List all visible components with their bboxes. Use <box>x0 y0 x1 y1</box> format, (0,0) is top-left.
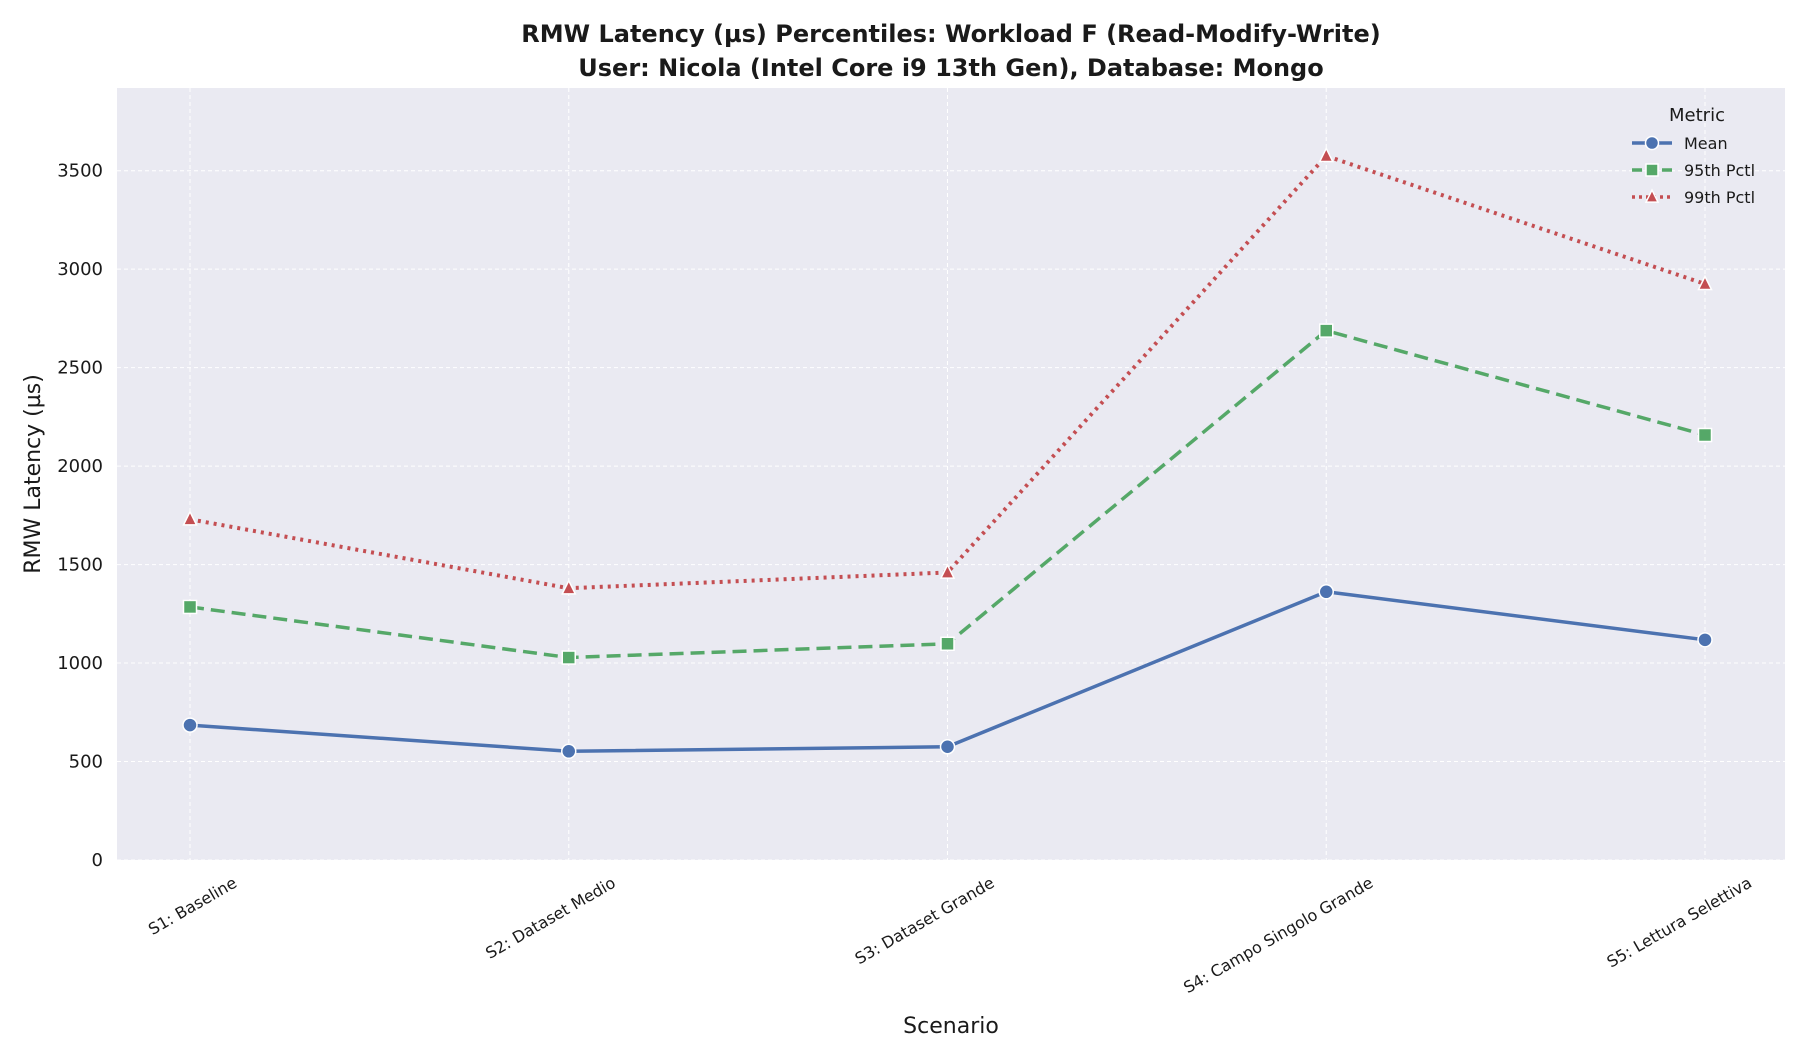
y-tick-label: 2000 <box>57 456 103 477</box>
x-tick-label: S2: Dataset Medio <box>482 873 618 963</box>
y-tick-label: 0 <box>92 850 103 871</box>
x-axis-label: Scenario <box>903 1014 999 1039</box>
y-tick-label: 500 <box>69 752 103 773</box>
legend-label-95th-pctl: 95th Pctl <box>1684 161 1755 180</box>
data-point-95th-pctl <box>1697 427 1713 443</box>
y-tick-label: 3000 <box>57 259 103 280</box>
legend-items: Mean 95th Pctl 99th Pctl <box>1632 134 1755 207</box>
data-point-95th-pctl <box>1319 323 1334 338</box>
legend-marker-95th-pctl <box>1645 163 1659 177</box>
data-point-95th-pctl <box>940 636 955 652</box>
y-tick-label: 1000 <box>57 653 103 674</box>
legend: Metric Mean 95th Pctl 99th Pctl <box>1632 105 1755 207</box>
data-point-99th-pctl <box>1318 146 1334 163</box>
data-point-mean <box>939 739 956 755</box>
y-tick-label: 3500 <box>57 161 103 182</box>
data-point-99th-pctl <box>182 510 198 526</box>
data-point-mean <box>561 743 577 760</box>
chart-title: RMW Latency (µs) Percentiles: Workload F… <box>521 20 1380 48</box>
data-point-mean <box>1697 632 1713 648</box>
x-tick-label: S5: Lettura Selettiva <box>1603 873 1755 971</box>
y-tick-label: 1500 <box>57 555 103 576</box>
x-tick-labels: S1: Baseline S2: Dataset Medio S3: Dataset… <box>145 873 1755 997</box>
legend-marker-99th-pctl <box>1644 188 1660 203</box>
legend-label-99th-pctl: 99th Pctl <box>1684 188 1755 207</box>
chart-subtitle: User: Nicola (Intel Core i9 13th Gen), D… <box>578 54 1323 82</box>
legend-label-mean: Mean <box>1684 134 1728 153</box>
x-tick-label: S3: Dataset Grande <box>852 873 998 968</box>
data-point-mean <box>182 717 198 733</box>
data-point-99th-pctl <box>561 579 577 595</box>
legend-marker-mean <box>1644 135 1660 151</box>
data-point-99th-pctl <box>1697 274 1713 291</box>
y-tick-label: 2500 <box>57 358 103 379</box>
y-tick-labels: 0 500 1000 1500 2000 2500 3000 3500 <box>57 161 103 871</box>
y-axis-label: RMW Latency (µs) <box>21 374 46 574</box>
data-point-95th-pctl <box>182 599 198 615</box>
x-tick-label: S1: Baseline <box>145 873 240 939</box>
series-line-99th-pctl <box>189 153 1706 591</box>
data-point-99th-pctl <box>939 563 956 579</box>
data-point-mean <box>1318 584 1334 600</box>
legend-title: Metric <box>1669 105 1725 126</box>
data-point-95th-pctl <box>561 650 576 665</box>
series-layer <box>182 146 1713 760</box>
grid-layer <box>117 88 1785 861</box>
x-tick-label: S4: Campo Singolo Grande <box>1180 873 1376 997</box>
plot-area <box>117 88 1785 860</box>
